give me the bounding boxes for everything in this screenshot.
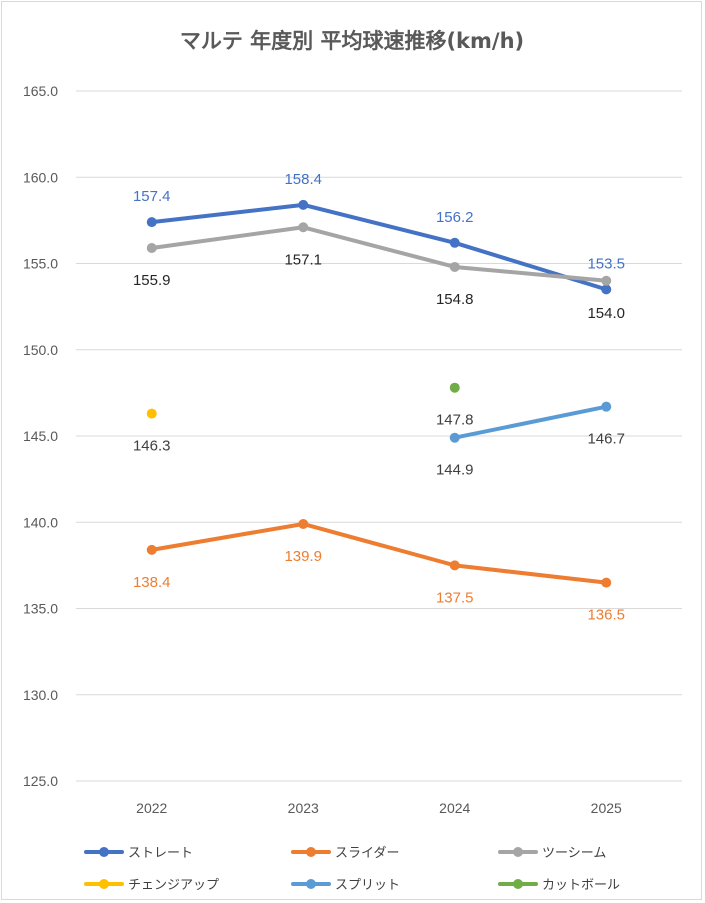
data-label: 158.4 <box>284 171 322 188</box>
data-point <box>146 544 157 555</box>
gridlines <box>76 90 682 782</box>
data-label: 147.8 <box>436 412 474 429</box>
data-label: 136.5 <box>587 607 625 624</box>
y-tick-label: 130.0 <box>23 687 58 703</box>
data-point <box>601 401 612 412</box>
legend-label: ストレート <box>128 846 193 861</box>
y-tick-label: 145.0 <box>23 428 58 444</box>
data-point <box>146 242 157 253</box>
legend-label: カットボール <box>542 878 620 893</box>
series-line <box>149 521 609 585</box>
data-point <box>449 382 460 393</box>
legend-marker <box>306 879 316 889</box>
y-tick-label: 165.0 <box>23 83 58 99</box>
data-point <box>449 261 460 272</box>
data-point <box>146 408 157 419</box>
data-point <box>146 217 157 228</box>
data-label: 144.9 <box>436 462 474 479</box>
series-lines <box>146 199 612 588</box>
legend-label: ツーシーム <box>542 846 606 861</box>
data-point <box>601 577 612 588</box>
series-line <box>452 404 609 440</box>
data-label: 157.4 <box>133 188 171 205</box>
y-tick-label: 155.0 <box>23 256 58 272</box>
legend-marker <box>513 847 523 857</box>
data-point <box>298 199 309 210</box>
legend-label: スライダー <box>335 846 399 861</box>
x-tick-label: 2024 <box>439 800 470 816</box>
series-line <box>149 202 609 292</box>
data-point <box>298 222 309 233</box>
data-point <box>601 275 612 286</box>
y-tick-label: 125.0 <box>23 773 58 789</box>
data-point <box>298 518 309 529</box>
legend-label: チェンジアップ <box>128 878 219 893</box>
y-tick-label: 135.0 <box>23 601 58 617</box>
chart-title: マルテ 年度別 平均球速推移(km/h) <box>180 29 524 53</box>
data-label: 154.0 <box>587 305 625 322</box>
legend-marker <box>99 847 109 857</box>
data-label: 138.4 <box>133 574 171 591</box>
x-tick-label: 2025 <box>591 800 622 816</box>
y-tick-label: 160.0 <box>23 169 58 185</box>
data-point <box>449 237 460 248</box>
data-point <box>449 560 460 571</box>
legend-label: スプリット <box>335 878 400 893</box>
data-label: 153.5 <box>587 255 625 272</box>
series-line <box>149 225 609 283</box>
data-point <box>601 284 612 295</box>
data-label: 146.7 <box>587 431 625 448</box>
data-label: 156.2 <box>436 209 474 226</box>
data-label: 157.1 <box>284 251 322 268</box>
data-label: 146.3 <box>133 438 171 455</box>
y-tick-label: 140.0 <box>23 514 58 530</box>
y-axis-ticks: 125.0 130.0 135.0 140.0 145.0 150.0 155.0 160.0… <box>23 83 58 789</box>
x-axis-ticks: 2022 2023 2024 2025 <box>136 800 622 816</box>
data-label: 155.9 <box>133 272 171 289</box>
data-label: 154.8 <box>436 291 474 308</box>
legend-marker <box>99 879 109 889</box>
x-tick-label: 2022 <box>136 800 167 816</box>
data-point <box>449 432 460 443</box>
legend-marker <box>306 847 316 857</box>
data-labels: 157.4 158.4 156.2 153.5 138.4 139.9 137.5 136.5… <box>133 171 625 624</box>
x-tick-label: 2023 <box>288 800 319 816</box>
data-label: 139.9 <box>284 548 322 565</box>
data-label: 137.5 <box>436 589 474 606</box>
legend-marker <box>513 879 523 889</box>
y-tick-label: 150.0 <box>23 342 58 358</box>
